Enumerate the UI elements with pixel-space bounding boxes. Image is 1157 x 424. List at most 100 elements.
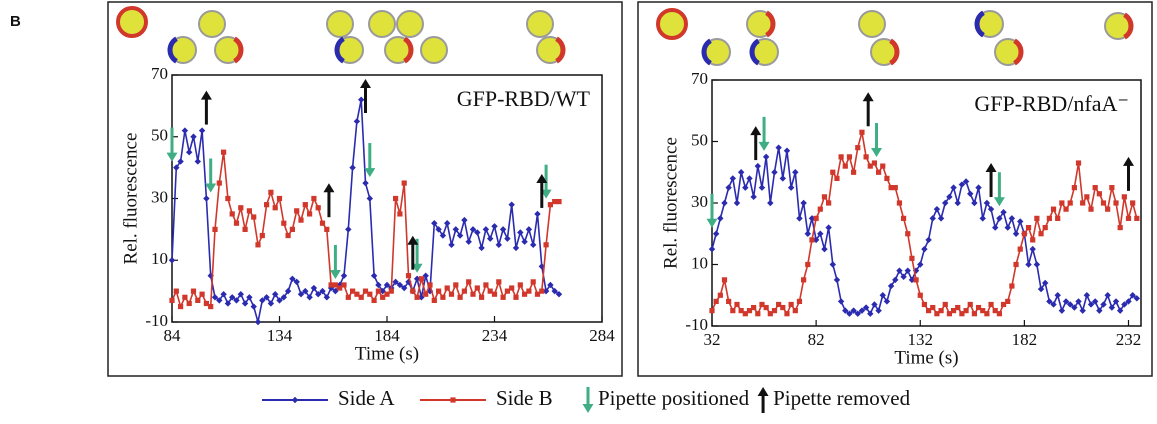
data-point (733, 199, 741, 207)
arrow-head (166, 152, 178, 162)
data-point (491, 291, 498, 297)
data-point (186, 148, 193, 156)
x-tick-label: 182 (1012, 330, 1038, 349)
cell-crescent (749, 38, 760, 66)
data-point (397, 211, 403, 217)
data-point (758, 184, 766, 191)
data-point (887, 282, 895, 290)
data-point (838, 154, 844, 160)
data-point (332, 287, 339, 295)
data-point (1112, 298, 1120, 305)
x-axis-label: Time (s) (894, 347, 958, 368)
data-point (401, 180, 407, 186)
data-point (483, 282, 489, 288)
data-point (730, 308, 736, 314)
data-point (708, 245, 716, 253)
data-point (837, 298, 845, 305)
cell (326, 10, 354, 38)
legend-marker (291, 396, 299, 404)
data-point (833, 276, 841, 284)
arrow-head (871, 148, 883, 158)
data-point (859, 129, 865, 135)
data-point (241, 300, 249, 307)
data-point (1125, 215, 1132, 221)
data-point (1087, 301, 1095, 308)
data-point (930, 304, 936, 311)
data-point (482, 226, 490, 233)
data-point (975, 184, 982, 191)
data-point (1100, 301, 1107, 308)
data-point (186, 300, 192, 307)
data-point (755, 311, 761, 317)
data-point (962, 178, 970, 185)
data-point (466, 279, 472, 285)
data-point (1096, 191, 1102, 197)
data-point (392, 278, 399, 286)
x-tick-label: 132 (908, 330, 934, 349)
y-tick-label: 30 (151, 187, 168, 206)
data-point (842, 307, 849, 314)
data-point (267, 300, 275, 307)
data-point (427, 282, 433, 288)
data-point (775, 144, 782, 151)
data-point (1000, 209, 1007, 216)
data-point (1009, 283, 1015, 289)
data-point (1104, 292, 1111, 299)
data-point (742, 311, 748, 317)
data-point (284, 287, 292, 295)
cell-crescent (765, 10, 776, 38)
data-point (542, 287, 550, 295)
data-point (950, 184, 957, 191)
data-point (942, 301, 948, 308)
data-point (904, 267, 911, 274)
y-tick-label: 70 (691, 69, 708, 88)
data-point (880, 163, 886, 169)
data-point (1042, 279, 1049, 287)
data-point (504, 235, 511, 242)
data-point (1105, 206, 1111, 212)
data-point (721, 277, 728, 283)
arrow-head (1123, 156, 1135, 166)
data-point (829, 261, 836, 268)
data-point (780, 304, 786, 311)
data-point (934, 311, 940, 317)
data-point (396, 281, 404, 289)
panel-label: B (10, 13, 21, 30)
data-point (1109, 185, 1115, 191)
data-point (311, 195, 317, 202)
data-point (804, 230, 811, 237)
cell-crescent (889, 38, 900, 66)
data-point (470, 291, 476, 297)
data-point (547, 202, 553, 208)
data-point (759, 301, 765, 308)
data-point (754, 162, 762, 170)
arrow-head (758, 141, 770, 151)
data-point (942, 199, 949, 207)
data-point (909, 255, 915, 261)
data-point (751, 304, 757, 311)
data-point (1062, 298, 1070, 305)
data-point (796, 298, 803, 304)
data-point (1092, 185, 1098, 191)
data-point (310, 284, 318, 292)
data-point (1113, 200, 1119, 206)
data-point (410, 288, 416, 294)
x-tick-label: 82 (808, 330, 825, 349)
legend-label: Side B (496, 386, 553, 410)
data-point (1116, 307, 1124, 314)
y-tick-label: 70 (151, 64, 168, 83)
data-point (746, 175, 753, 182)
data-point (1030, 237, 1036, 243)
data-point (867, 310, 874, 317)
data-point (875, 307, 882, 314)
data-point (509, 285, 515, 291)
y-tick-label: 50 (151, 126, 168, 145)
data-point (946, 193, 953, 201)
data-point (229, 211, 235, 217)
data-point (963, 308, 969, 314)
data-point (725, 184, 732, 191)
data-point (264, 202, 270, 208)
data-point (319, 287, 326, 295)
data-point (796, 215, 803, 222)
data-point (173, 164, 180, 171)
